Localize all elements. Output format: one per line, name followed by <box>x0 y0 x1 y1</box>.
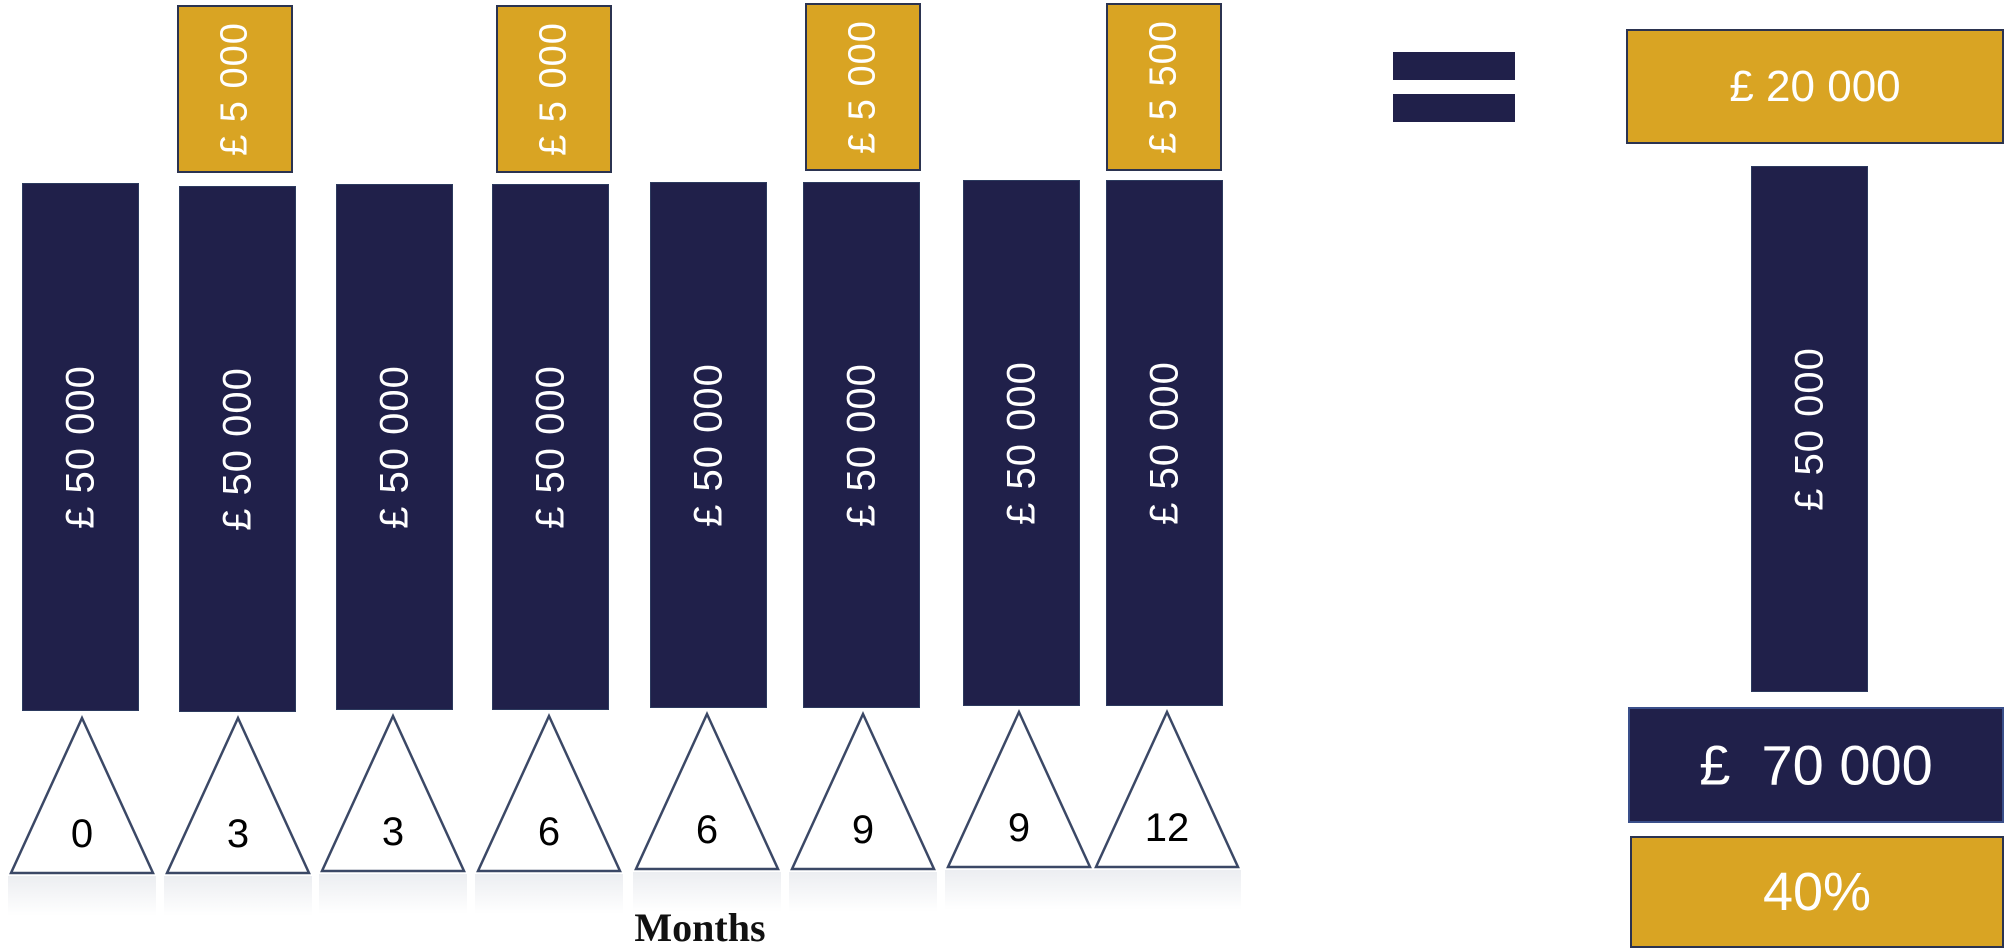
result-salary-label: £ 50 000 <box>1787 347 1831 511</box>
bonus-bar-month-3: £ 5 000 <box>177 5 293 173</box>
axis-label-months: Months <box>634 905 766 950</box>
total-value: £ 70 000 <box>1699 733 1933 797</box>
month-label: 0 <box>70 812 94 856</box>
salary-label: £ 50 000 <box>372 365 416 529</box>
month-label: 6 <box>695 808 719 852</box>
salary-label: £ 50 000 <box>999 361 1043 525</box>
bonus-label: £ 5 000 <box>213 22 256 156</box>
equals-sign-bottom <box>1393 94 1515 122</box>
salary-label: £ 50 000 <box>58 365 102 529</box>
month-marker-triangle <box>790 710 936 871</box>
marker-reflection <box>789 872 937 912</box>
month-marker-triangle <box>946 708 1092 869</box>
month-label: 12 <box>1144 806 1190 850</box>
month-label: 6 <box>537 810 561 854</box>
month-label: 3 <box>226 812 250 856</box>
marker-reflection <box>1093 870 1241 910</box>
equals-sign-top <box>1393 52 1515 80</box>
bonus-bar-month-9: £ 5 000 <box>805 3 921 171</box>
salary-label: £ 50 000 <box>1142 361 1186 525</box>
marker-reflection <box>475 874 623 914</box>
bonus-bar-month-12: £ 5 500 <box>1106 3 1222 171</box>
month-marker-triangle <box>476 712 622 873</box>
bonus-label: £ 5 000 <box>532 22 575 156</box>
total-box: £ 70 000 <box>1628 707 2004 823</box>
bonus-total-box: £ 20 000 <box>1626 29 2004 144</box>
month-marker-triangle <box>320 712 466 873</box>
month-label: 9 <box>851 808 875 852</box>
marker-reflection <box>8 876 156 916</box>
bonus-label: £ 5 000 <box>841 20 884 154</box>
salary-label: £ 50 000 <box>686 363 730 527</box>
salary-label: £ 50 000 <box>528 365 572 529</box>
month-marker-triangle <box>1094 708 1240 869</box>
month-marker-triangle <box>9 714 155 875</box>
bonus-bar-month-6: £ 5 000 <box>496 5 612 173</box>
salary-bar-month-6b: £ 50 000 <box>650 182 767 708</box>
marker-reflection <box>164 876 312 916</box>
bonus-label: £ 5 500 <box>1142 20 1185 154</box>
marker-reflection <box>319 874 467 914</box>
month-label: 3 <box>381 810 405 854</box>
salary-bar-month-9: £ 50 000 <box>803 182 920 708</box>
salary-bar-month-3: £ 50 000 <box>179 186 296 712</box>
month-marker-triangle <box>165 714 311 875</box>
percentage-box: 40% <box>1630 836 2004 948</box>
salary-bar-month-9b: £ 50 000 <box>963 180 1080 706</box>
bonus-total-value: £ 20 000 <box>1729 61 1901 111</box>
salary-bar-month-12: £ 50 000 <box>1106 180 1223 706</box>
month-label: 9 <box>1007 806 1031 850</box>
salary-bar-month-6: £ 50 000 <box>492 184 609 710</box>
marker-reflection <box>945 870 1093 910</box>
month-marker-triangle <box>634 710 780 871</box>
marker-reflection <box>633 872 781 912</box>
salary-bar-month-0: £ 50 000 <box>22 183 139 711</box>
percentage-value: 40% <box>1762 862 1872 922</box>
salary-bar-month-3b: £ 50 000 <box>336 184 453 710</box>
salary-label: £ 50 000 <box>215 367 259 531</box>
result-salary-bar: £ 50 000 <box>1751 166 1868 692</box>
salary-label: £ 50 000 <box>839 363 883 527</box>
